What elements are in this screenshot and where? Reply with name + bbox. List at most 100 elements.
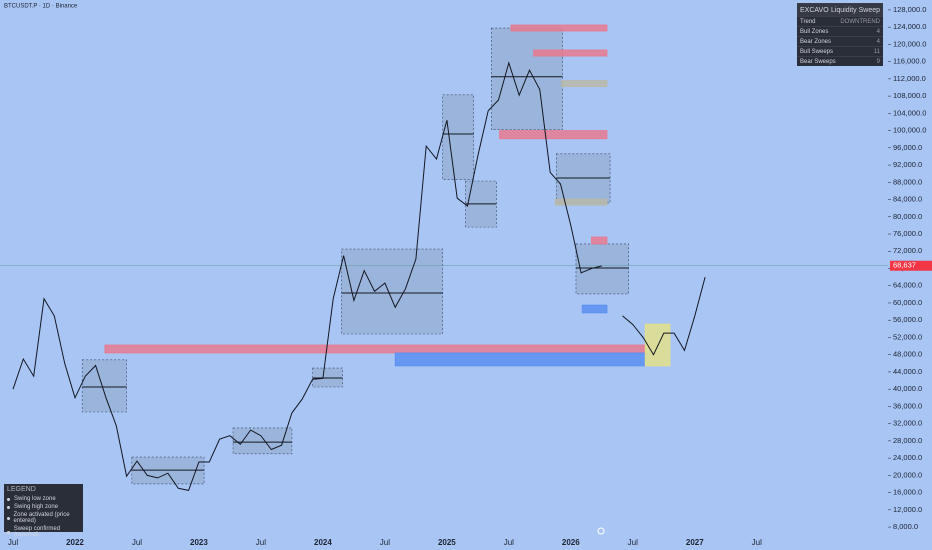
y-tick-label: 8,000.0 <box>893 522 918 531</box>
legend-marker <box>7 505 10 509</box>
y-tick-label: 60,000.0 <box>893 298 922 307</box>
y-tick-label: 128,000.0 <box>893 5 926 14</box>
x-tick-label: 2027 <box>686 538 704 547</box>
x-tick-label: Jul <box>752 538 762 547</box>
info-value: 11 <box>873 48 880 55</box>
zone <box>554 198 608 206</box>
legend-marker <box>7 497 10 501</box>
info-value: 4 <box>876 38 880 45</box>
y-tick-label: 12,000.0 <box>893 505 922 514</box>
zone <box>442 94 475 181</box>
y-tick-label: 64,000.0 <box>893 281 922 290</box>
zone <box>533 49 608 57</box>
zones <box>81 24 671 485</box>
info-row: Bear Zones 4 <box>797 36 883 46</box>
y-tick-label: 116,000.0 <box>893 57 926 66</box>
zone <box>490 27 563 131</box>
zone <box>341 248 444 335</box>
y-tick-label: 52,000.0 <box>893 332 922 341</box>
x-tick-label: 2022 <box>66 538 84 547</box>
y-tick-label: 120,000.0 <box>893 39 926 48</box>
y-tick-label: 108,000.0 <box>893 91 926 100</box>
legend-title: LEGEND <box>7 486 36 493</box>
price-line <box>622 276 706 356</box>
legend-label: Sweep confirmed (reversal) <box>13 526 61 538</box>
y-tick-label: 76,000.0 <box>893 229 922 238</box>
legend-item: Swing low zone <box>7 496 80 502</box>
legend-label: Swing high zone <box>14 504 59 510</box>
y-tick-label: 28,000.0 <box>893 436 922 445</box>
legend-label: Swing low zone <box>14 496 56 502</box>
x-tick-label: Jul <box>380 538 390 547</box>
price-axis-bg <box>888 0 932 550</box>
zone <box>575 243 629 295</box>
zone <box>561 80 608 88</box>
legend: LEGEND Swing low zone Swing high zone Zone… <box>4 484 83 538</box>
legend-marker <box>7 530 10 534</box>
price-line <box>12 61 602 491</box>
legend-label: Zone activated (price entered) <box>13 512 70 524</box>
legend-marker <box>7 516 10 520</box>
y-tick-label: 88,000.0 <box>893 177 922 186</box>
y-tick-label: 44,000.0 <box>893 367 922 376</box>
y-tick-label: 112,000.0 <box>893 74 926 83</box>
info-value: 4 <box>876 28 880 35</box>
x-tick-label: 2025 <box>438 538 456 547</box>
current-price-tag <box>890 260 932 271</box>
legend-item: Sweep confirmed (reversal) <box>7 526 80 538</box>
x-tick-label: Jul <box>504 538 514 547</box>
symbol-title: BTCUSDT.P · 1D · Binance <box>4 4 78 10</box>
y-tick-label: 100,000.0 <box>893 126 926 135</box>
info-row: Trend DOWNTREND <box>797 16 883 26</box>
x-tick-label: 2024 <box>314 538 332 547</box>
zone <box>81 359 127 413</box>
y-tick-label: 84,000.0 <box>893 195 922 204</box>
x-tick-label: 2023 <box>190 538 208 547</box>
info-key: Bear Sweeps <box>800 58 836 65</box>
y-tick-label: 92,000.0 <box>893 160 922 169</box>
y-tick-label: 56,000.0 <box>893 315 922 324</box>
info-row: Bear Sweeps 9 <box>797 56 883 66</box>
x-tick-label: Jul <box>628 538 638 547</box>
info-key: Bull Zones <box>800 28 829 35</box>
y-tick-label: 80,000.0 <box>893 212 922 221</box>
info-key: Trend <box>800 18 816 25</box>
info-key: Bull Sweeps <box>800 48 834 55</box>
info-row: Bull Sweeps 11 <box>797 46 883 56</box>
zone <box>510 24 608 32</box>
sweep-icon <box>597 527 605 535</box>
info-subtitle: Liquidity Sweep <box>830 6 880 14</box>
info-header: EXCAVO Liquidity Sweep <box>797 3 883 16</box>
y-tick-label: 124,000.0 <box>893 22 926 31</box>
info-row: Bull Zones 4 <box>797 26 883 36</box>
info-key: Bear Zones <box>800 38 832 45</box>
current-price-label: 68,637 <box>893 261 916 270</box>
legend-item: Zone activated (price entered) <box>7 512 80 524</box>
info-value: 9 <box>876 58 880 65</box>
info-table: EXCAVO Liquidity Sweep Trend DOWNTREND Bul… <box>797 3 883 66</box>
y-tick-label: 48,000.0 <box>893 350 922 359</box>
x-tick-label: Jul <box>132 538 142 547</box>
zone <box>581 304 608 314</box>
zone <box>499 130 608 140</box>
legend-item: Swing high zone <box>7 504 80 510</box>
y-tick-label: 16,000.0 <box>893 488 922 497</box>
zone <box>591 236 608 245</box>
info-value: DOWNTREND <box>840 18 880 25</box>
zone <box>394 352 646 367</box>
y-tick-label: 20,000.0 <box>893 470 922 479</box>
info-title: EXCAVO <box>800 6 829 14</box>
y-tick-label: 104,000.0 <box>893 108 926 117</box>
y-tick-label: 24,000.0 <box>893 453 922 462</box>
zone <box>104 344 646 354</box>
y-tick-label: 40,000.0 <box>893 384 922 393</box>
x-tick-label: 2026 <box>562 538 580 547</box>
y-tick-label: 32,000.0 <box>893 419 922 428</box>
y-tick-label: 96,000.0 <box>893 143 922 152</box>
x-tick-label: Jul <box>8 538 18 547</box>
y-tick-label: 36,000.0 <box>893 401 922 410</box>
y-tick-label: 72,000.0 <box>893 246 922 255</box>
x-tick-label: Jul <box>256 538 266 547</box>
